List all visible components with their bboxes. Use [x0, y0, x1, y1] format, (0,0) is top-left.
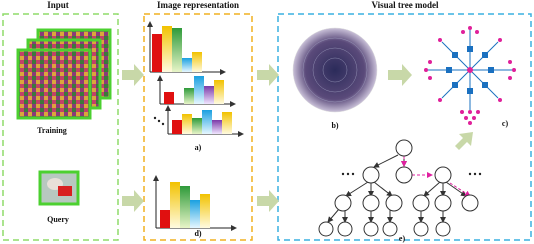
query-label: Query [47, 215, 69, 224]
histograms [150, 22, 243, 228]
figure-label: d) [194, 229, 201, 238]
figure-label: e) [399, 234, 406, 243]
panel-title: Image representation [157, 0, 239, 10]
figure-label: c) [502, 119, 509, 128]
panel-title: Input [47, 0, 69, 10]
figure-label: b) [331, 121, 338, 130]
training-label: Training [37, 126, 67, 135]
graph-hub [293, 28, 377, 112]
search-tree [319, 140, 481, 236]
query-image [40, 172, 78, 204]
panel-title: Visual tree model [372, 0, 439, 10]
diagram: Input Image representation Visual tree m… [0, 0, 534, 244]
star-tree [424, 26, 516, 125]
training-images [18, 30, 110, 118]
figure-label: a) [195, 143, 202, 152]
